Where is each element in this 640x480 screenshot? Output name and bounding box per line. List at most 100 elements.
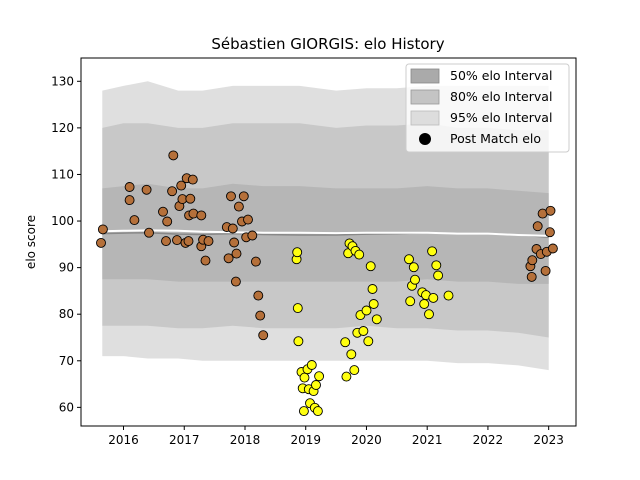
y-tick-label: 60 <box>59 400 74 414</box>
data-point-brown <box>540 265 551 276</box>
data-point-brown <box>176 180 187 191</box>
data-point-brown <box>250 256 261 267</box>
data-point-brown <box>226 191 236 202</box>
data-point-yellow <box>443 290 454 301</box>
data-point-yellow <box>312 406 323 417</box>
chart-title: Sébastien GIORGIS: elo History <box>211 35 444 53</box>
data-point-yellow <box>365 261 376 272</box>
x-tick-label: 2018 <box>230 433 261 447</box>
data-point-brown <box>141 184 152 195</box>
data-point-yellow <box>346 349 357 360</box>
y-tick-label: 120 <box>51 121 74 135</box>
data-point-brown <box>185 193 196 204</box>
data-point-brown <box>230 276 241 287</box>
data-point-brown <box>227 223 238 234</box>
data-point-brown <box>547 243 558 254</box>
match-points <box>96 150 558 417</box>
mean-line <box>102 229 549 237</box>
data-point-yellow <box>298 406 309 417</box>
y-tick-label: 100 <box>51 214 74 228</box>
data-point-brown <box>187 174 198 185</box>
x-tick-label: 2017 <box>169 433 200 447</box>
data-point-brown <box>96 237 106 248</box>
data-point-brown <box>223 253 234 264</box>
x-tick-label: 2020 <box>351 433 382 447</box>
data-point-yellow <box>358 326 369 336</box>
legend-label-80: 80% elo Interval <box>450 89 552 104</box>
data-point-brown <box>238 191 249 202</box>
data-point-brown <box>247 230 258 241</box>
data-point-yellow <box>299 372 310 383</box>
data-point-yellow <box>361 305 372 316</box>
x-axis: 2016 2017 2018 2019 2020 2021 2022 2023 <box>108 426 564 447</box>
data-point-brown <box>253 290 264 301</box>
data-point-yellow <box>405 296 416 307</box>
data-point-brown <box>158 206 168 217</box>
data-point-yellow <box>408 262 419 273</box>
data-point-yellow <box>428 292 439 303</box>
data-point-brown <box>168 150 179 161</box>
data-point-yellow <box>349 365 360 376</box>
data-point-yellow <box>311 380 321 390</box>
legend-swatch-95 <box>410 110 440 126</box>
data-point-brown <box>231 248 242 259</box>
trend-lines <box>102 229 549 239</box>
data-point-yellow <box>367 284 378 294</box>
data-point-yellow <box>419 299 430 309</box>
x-tick-label: 2019 <box>290 433 321 447</box>
y-tick-label: 90 <box>59 261 74 275</box>
data-point-yellow <box>427 246 438 257</box>
x-tick-label: 2022 <box>473 433 504 447</box>
y-axis-label: elo score <box>24 215 38 269</box>
data-point-yellow <box>292 303 303 314</box>
data-point-brown <box>243 214 253 225</box>
legend-label-post-match: Post Match elo <box>450 131 541 146</box>
data-point-brown <box>183 236 194 247</box>
y-tick-label: 130 <box>51 74 74 88</box>
legend: 50% elo Interval 80% elo Interval 95% el… <box>405 63 570 153</box>
data-point-brown <box>544 227 555 238</box>
y-tick-label: 80 <box>59 307 74 321</box>
x-tick-label: 2021 <box>412 433 443 447</box>
data-point-brown <box>97 224 108 235</box>
x-tick-label: 2016 <box>108 433 139 447</box>
data-point-brown <box>162 216 173 227</box>
data-point-brown <box>258 330 269 341</box>
legend-marker-post-match <box>419 133 431 145</box>
data-point-brown <box>527 255 538 266</box>
data-point-yellow <box>431 260 442 271</box>
data-point-yellow <box>293 336 304 347</box>
data-point-brown <box>124 182 135 192</box>
data-point-brown <box>196 210 207 221</box>
data-point-brown <box>167 186 178 197</box>
data-point-brown <box>144 227 154 238</box>
legend-label-50: 50% elo Interval <box>450 68 552 83</box>
legend-box <box>405 63 570 153</box>
data-point-brown <box>200 255 211 266</box>
data-point-yellow <box>371 314 382 325</box>
data-point-brown <box>203 236 214 247</box>
data-point-brown <box>229 237 240 248</box>
data-point-brown <box>129 215 140 226</box>
legend-label-95: 95% elo Interval <box>450 110 552 125</box>
data-point-brown <box>526 271 537 282</box>
y-axis: 60 70 80 90 100 110 120 130 <box>51 74 81 414</box>
data-point-yellow <box>341 371 352 382</box>
data-point-yellow <box>424 309 434 320</box>
data-point-yellow <box>410 274 420 285</box>
data-point-brown <box>255 310 266 321</box>
y-tick-label: 70 <box>59 354 74 368</box>
data-point-yellow <box>292 247 303 258</box>
plot-frame <box>80 57 577 427</box>
y-tick-label: 110 <box>51 167 74 181</box>
legend-swatch-50 <box>410 68 440 84</box>
legend-swatch-80 <box>410 89 440 105</box>
data-point-yellow <box>340 337 351 348</box>
data-point-yellow <box>404 254 414 265</box>
data-point-yellow <box>363 336 374 347</box>
data-point-yellow <box>433 270 444 281</box>
data-point-brown <box>545 205 556 216</box>
data-point-brown <box>172 235 182 246</box>
data-point-yellow <box>306 360 317 370</box>
